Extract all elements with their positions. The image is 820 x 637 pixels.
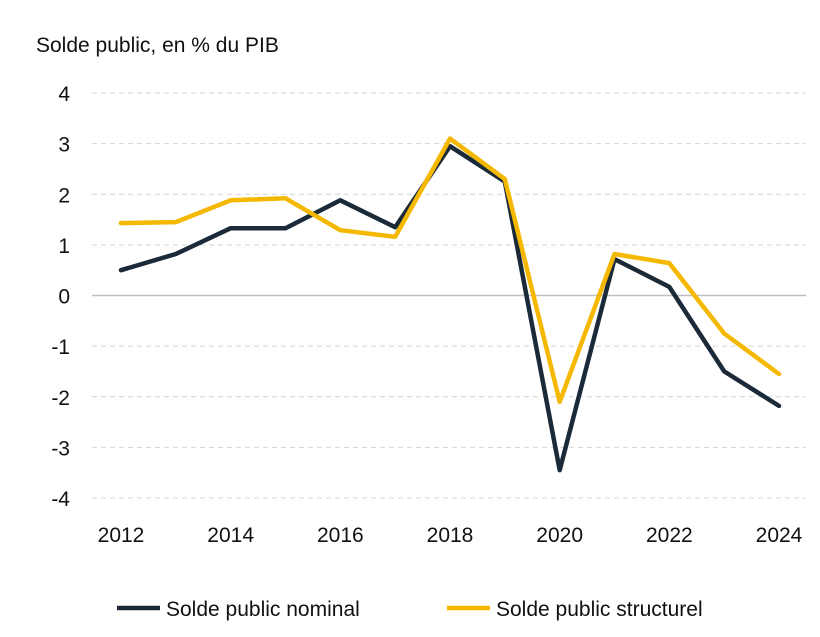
gridlines <box>92 92 806 499</box>
y-tick-label: -1 <box>51 336 70 359</box>
y-tick-labels: 4 3 2 1 0 -1 -2 -3 -4 <box>51 83 70 511</box>
legend-label-1: Solde public structurel <box>496 598 703 621</box>
legend: Solde public nominal Solde public structu… <box>117 598 703 621</box>
y-tick-label: -3 <box>51 437 70 460</box>
y-tick-label: 2 <box>58 184 70 207</box>
legend-label-0: Solde public nominal <box>166 598 360 621</box>
y-tick-label: -4 <box>51 488 70 511</box>
y-tick-label: 3 <box>58 134 70 157</box>
series-line-1 <box>118 136 782 405</box>
y-axis-title: Solde public, en % du PIB <box>36 34 279 57</box>
series-lines <box>118 136 782 473</box>
y-tick-label: 1 <box>58 235 70 258</box>
series-line-0 <box>118 143 782 473</box>
x-tick-label: 2012 <box>98 524 145 547</box>
y-tick-label: 0 <box>58 286 70 309</box>
x-tick-label: 2016 <box>317 524 364 547</box>
x-tick-labels: 2012 2014 2016 2018 2020 2022 2024 <box>98 524 803 547</box>
x-tick-label: 2018 <box>427 524 474 547</box>
x-tick-label: 2020 <box>536 524 583 547</box>
y-tick-label: -2 <box>51 387 70 410</box>
x-tick-label: 2014 <box>207 524 254 547</box>
y-tick-label: 4 <box>58 83 70 106</box>
x-tick-label: 2024 <box>756 524 803 547</box>
x-tick-label: 2022 <box>646 524 693 547</box>
